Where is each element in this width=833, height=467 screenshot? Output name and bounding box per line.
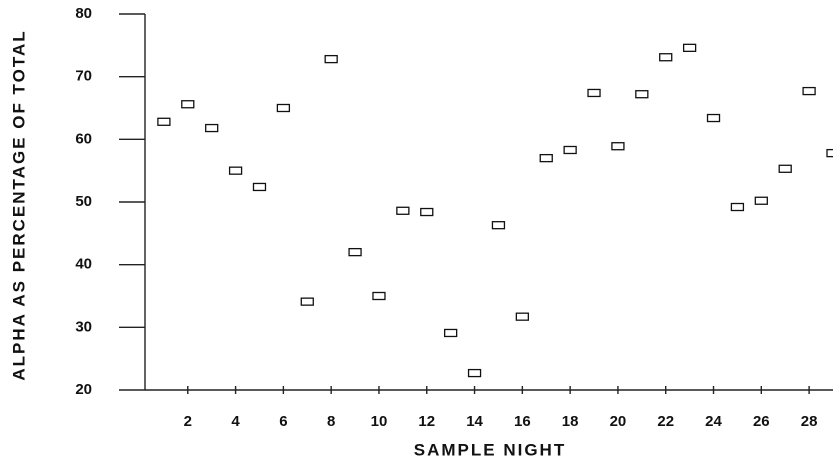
point: [682, 43, 697, 52]
x-tick-label: 18: [562, 413, 579, 430]
point: [706, 113, 721, 123]
x-tick-label: 22: [657, 413, 674, 430]
point: [181, 100, 195, 109]
point: [563, 145, 577, 155]
point: [778, 164, 792, 173]
point: [611, 142, 625, 151]
point: [372, 291, 386, 301]
point: [635, 90, 649, 99]
y-tick-label: 40: [75, 256, 92, 273]
y-tick-label: 20: [75, 381, 92, 398]
point: [252, 182, 267, 192]
point: [754, 196, 768, 205]
point: [396, 206, 410, 215]
x-tick-label: 26: [753, 413, 770, 430]
x-axis-title: SAMPLE NIGHT: [414, 440, 566, 459]
x-tick-label: 16: [514, 413, 531, 430]
point: [324, 54, 338, 64]
x-tick-label: 12: [418, 413, 435, 430]
y-tick-label: 60: [75, 130, 92, 147]
point: [491, 221, 506, 230]
x-tick-label: 4: [231, 413, 240, 430]
y-tick-label: 80: [75, 5, 92, 22]
x-tick-label: 20: [610, 413, 627, 430]
point: [276, 103, 291, 113]
point: [348, 247, 362, 257]
y-tick-label: 30: [75, 318, 92, 335]
x-tick-label: 10: [371, 413, 388, 430]
point: [587, 88, 601, 98]
point: [444, 328, 458, 338]
point: [467, 368, 482, 378]
x-tick-label: 14: [466, 413, 483, 430]
point: [300, 297, 314, 306]
point: [157, 117, 171, 126]
x-tick-label: 6: [279, 413, 287, 430]
x-tick-label: 8: [327, 413, 335, 430]
point: [802, 86, 816, 96]
point: [228, 166, 243, 175]
y-tick-label: 50: [75, 193, 92, 210]
point: [205, 123, 219, 133]
x-tick-label: 28: [801, 413, 818, 430]
point: [539, 153, 553, 163]
point: [659, 53, 673, 62]
point: [420, 207, 434, 217]
x-tick-label: 24: [705, 413, 722, 430]
y-tick-label: 70: [75, 68, 92, 85]
point: [730, 202, 745, 212]
x-tick-label: 2: [184, 413, 192, 430]
point: [826, 148, 833, 158]
y-axis-title: ALPHA AS PERCENTAGE OF TOTAL: [9, 29, 28, 380]
point: [515, 312, 529, 321]
